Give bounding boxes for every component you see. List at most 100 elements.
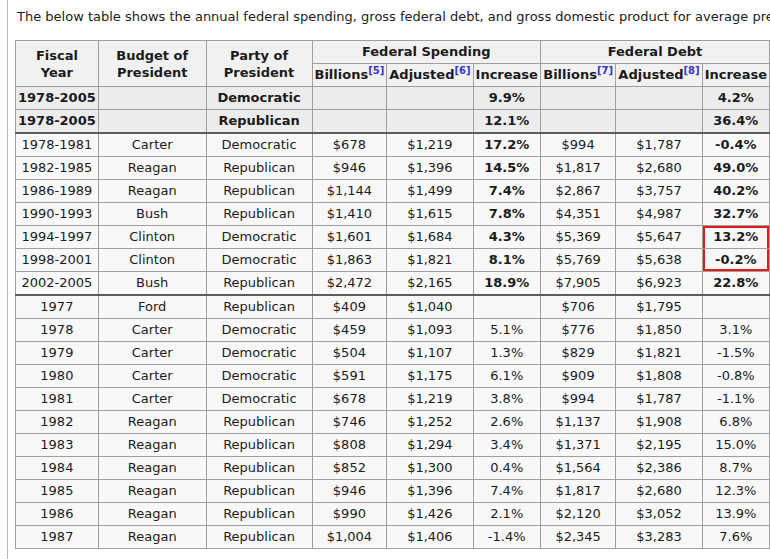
cell-spending-increase: 4.3% (473, 226, 540, 249)
cell-spending-increase: 17.2% (473, 133, 540, 157)
cell-spending-adjusted: $1,107 (387, 342, 473, 365)
cell-debt-adjusted: $4,987 (616, 203, 702, 226)
sub-header-spending-billions: Billions[5] (312, 64, 387, 87)
cell-debt-increase: 13.9% (702, 503, 769, 526)
table-row: 1986-1989ReaganRepublican$1,144$1,4997.4… (16, 180, 770, 203)
cell-spending-billions: $1,144 (312, 180, 387, 203)
cell-party: Republican (206, 526, 312, 549)
cell-spending-increase: 8.1% (473, 249, 540, 272)
cell-party: Republican (206, 272, 312, 296)
cell-fiscal-year: 1977 (16, 295, 99, 319)
cell-spending-billions: $591 (312, 365, 387, 388)
cell-debt-billions: $829 (540, 342, 615, 365)
cell-fiscal-year: 1978 (16, 319, 99, 342)
cell-budget-of-president: Clinton (98, 226, 206, 249)
cell-budget-of-president: Reagan (98, 503, 206, 526)
cell-debt-billions: $1,371 (540, 434, 615, 457)
reference-superscript: [8] (684, 65, 700, 76)
cell-budget-of-president: Bush (98, 272, 206, 296)
cell-spending-increase: 3.8% (473, 388, 540, 411)
content-left-border (7, 0, 8, 559)
cell-spending-increase: 18.9% (473, 272, 540, 296)
cell-fiscal-year: 1994-1997 (16, 226, 99, 249)
reference-superscript: [7] (597, 65, 613, 76)
cell-debt-adjusted: $3,052 (616, 503, 702, 526)
cell-spending-adjusted: $1,821 (387, 249, 473, 272)
cell-debt-billions: $994 (540, 133, 615, 157)
sub-header-label: Billions (543, 67, 597, 82)
sub-header-spending-adjusted: Adjusted[6] (387, 64, 473, 87)
cell-budget-of-president: Carter (98, 365, 206, 388)
sub-header-debt-billions: Billions[7] (540, 64, 615, 87)
group-header-federal-spending: Federal Spending (312, 41, 540, 64)
cell-party: Republican (206, 434, 312, 457)
cell-debt-increase: -0.8% (702, 365, 769, 388)
cell-budget-of-president: Reagan (98, 457, 206, 480)
cell-spending-adjusted: $1,396 (387, 480, 473, 503)
cell-spending-billions: $746 (312, 411, 387, 434)
cell-debt-adjusted: $5,647 (616, 226, 702, 249)
cell-fiscal-year: 1978-2005 (16, 110, 99, 134)
cell-debt-adjusted: $1,808 (616, 365, 702, 388)
cell-budget-of-president: Reagan (98, 434, 206, 457)
cell-spending-adjusted: $1,093 (387, 319, 473, 342)
cell-fiscal-year: 1980 (16, 365, 99, 388)
cell-fiscal-year: 1986 (16, 503, 99, 526)
cell-party: Republican (206, 457, 312, 480)
cell-debt-billions: $909 (540, 365, 615, 388)
cell-debt-billions: $1,137 (540, 411, 615, 434)
table-row: 1985ReaganRepublican$946$1,3967.4%$1,817… (16, 480, 770, 503)
table-row: 1978CarterDemocratic$459$1,0935.1%$776$1… (16, 319, 770, 342)
cell-debt-adjusted: $2,195 (616, 434, 702, 457)
cell-debt-billions: $1,817 (540, 157, 615, 180)
cell-spending-increase: 7.8% (473, 203, 540, 226)
cell-spending-adjusted: $1,219 (387, 133, 473, 157)
cell-fiscal-year: 1978-2005 (16, 87, 99, 110)
cell-spending-billions: $409 (312, 295, 387, 319)
cell-debt-billions: $5,769 (540, 249, 615, 272)
cell-debt-adjusted: $2,680 (616, 157, 702, 180)
cell-party: Democratic (206, 87, 312, 110)
table-row: 2002-2005BushRepublican$2,472$2,16518.9%… (16, 272, 770, 296)
cell-spending-adjusted: $1,219 (387, 388, 473, 411)
cell-debt-billions (540, 87, 615, 110)
header-row-main: Fiscal Year Budget of President Party of… (16, 41, 770, 64)
cell-debt-increase: 22.8% (702, 272, 769, 296)
cell-spending-increase: 7.4% (473, 180, 540, 203)
reference-link-5[interactable]: [5] (368, 65, 384, 76)
cell-debt-increase: -1.5% (702, 342, 769, 365)
sub-header-debt-adjusted: Adjusted[8] (616, 64, 702, 87)
cell-party: Democratic (206, 342, 312, 365)
cell-party: Democratic (206, 249, 312, 272)
cell-spending-increase: 6.1% (473, 365, 540, 388)
cell-fiscal-year: 1986-1989 (16, 180, 99, 203)
table-row: 1980CarterDemocratic$591$1,1756.1%$909$1… (16, 365, 770, 388)
table-row: 1978-2005Democratic9.9%4.2% (16, 87, 770, 110)
reference-link-8[interactable]: [8] (684, 65, 700, 76)
cell-budget-of-president: Carter (98, 342, 206, 365)
sub-header-spending-increase: Increase (473, 64, 540, 87)
table-row: 1994-1997ClintonDemocratic$1,601$1,6844.… (16, 226, 770, 249)
cell-spending-billions: $504 (312, 342, 387, 365)
cell-fiscal-year: 1978-1981 (16, 133, 99, 157)
table-row: 1990-1993BushRepublican$1,410$1,6157.8%$… (16, 203, 770, 226)
cell-budget-of-president: Ford (98, 295, 206, 319)
cell-spending-billions: $990 (312, 503, 387, 526)
cell-spending-adjusted (387, 110, 473, 134)
reference-link-7[interactable]: [7] (597, 65, 613, 76)
cell-spending-billions: $459 (312, 319, 387, 342)
cell-spending-adjusted: $1,426 (387, 503, 473, 526)
cell-spending-billions: $678 (312, 388, 387, 411)
cell-spending-adjusted: $1,684 (387, 226, 473, 249)
cell-debt-increase: 3.1% (702, 319, 769, 342)
cell-budget-of-president: Carter (98, 388, 206, 411)
cell-debt-increase: 15.0% (702, 434, 769, 457)
cell-debt-increase: 8.7% (702, 457, 769, 480)
reference-link-6[interactable]: [6] (454, 65, 470, 76)
table-row: 1983ReaganRepublican$808$1,2943.4%$1,371… (16, 434, 770, 457)
cell-debt-increase: 4.2% (702, 87, 769, 110)
col-header-budget-of-president: Budget of President (98, 41, 206, 87)
cell-debt-billions: $7,905 (540, 272, 615, 296)
cell-spending-increase: 2.6% (473, 411, 540, 434)
cell-budget-of-president: Reagan (98, 411, 206, 434)
